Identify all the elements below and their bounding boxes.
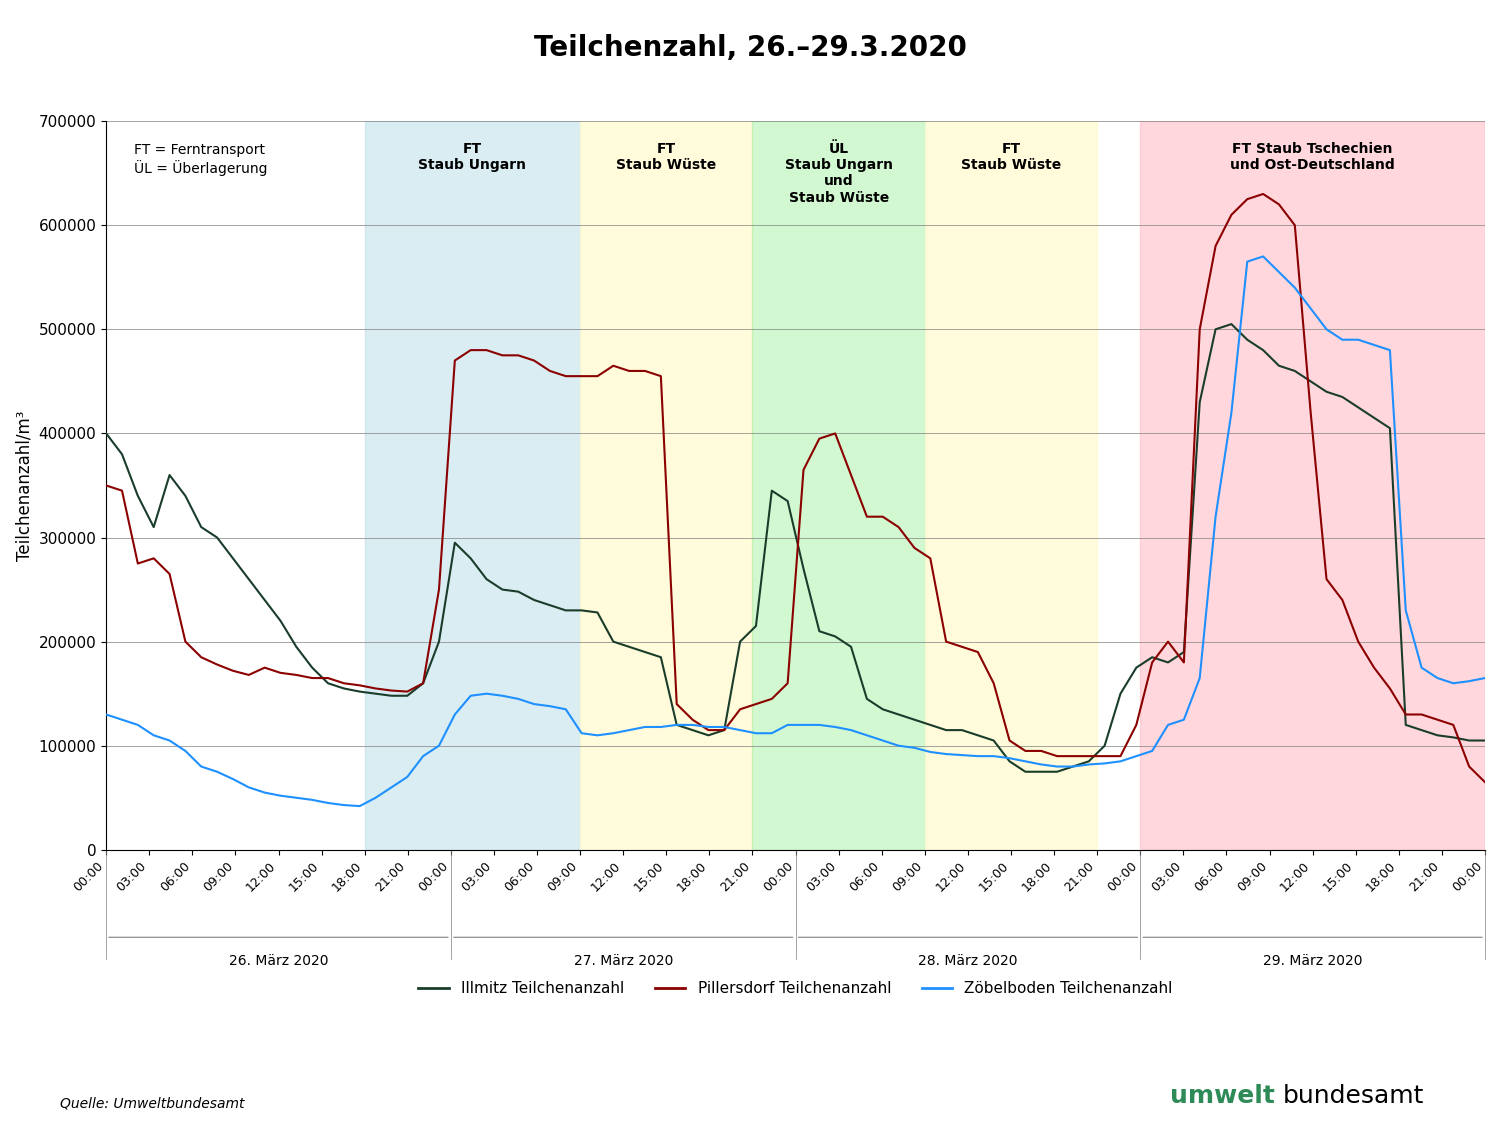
- Y-axis label: Teilchenanzahl/m³: Teilchenanzahl/m³: [15, 410, 33, 561]
- Text: FT = Ferntransport
ÜL = Überlagerung: FT = Ferntransport ÜL = Überlagerung: [134, 143, 267, 176]
- Text: FT
Staub Wüste: FT Staub Wüste: [962, 142, 1060, 172]
- Text: 26. März 2020: 26. März 2020: [230, 954, 328, 968]
- Bar: [364, 121, 580, 850]
- Text: Teilchenzahl, 26.–29.3.2020: Teilchenzahl, 26.–29.3.2020: [534, 34, 966, 63]
- Text: umwelt: umwelt: [1170, 1084, 1275, 1108]
- Bar: [580, 121, 753, 850]
- Text: 28. März 2020: 28. März 2020: [918, 954, 1017, 968]
- Text: Quelle: Umweltbundesamt: Quelle: Umweltbundesamt: [60, 1096, 244, 1111]
- Legend: Illmitz Teilchenanzahl, Pillersdorf Teilchenanzahl, Zöbelboden Teilchenanzahl: Illmitz Teilchenanzahl, Pillersdorf Teil…: [413, 975, 1179, 1003]
- Bar: [753, 121, 926, 850]
- Text: FT
Staub Wüste: FT Staub Wüste: [616, 142, 717, 172]
- Text: FT Staub Tschechien
und Ost-Deutschland: FT Staub Tschechien und Ost-Deutschland: [1230, 142, 1395, 172]
- Text: 29. März 2020: 29. März 2020: [1263, 954, 1362, 968]
- Text: FT
Staub Ungarn: FT Staub Ungarn: [419, 142, 526, 172]
- Text: ÜL
Staub Ungarn
und
Staub Wüste: ÜL Staub Ungarn und Staub Wüste: [784, 142, 892, 204]
- Text: 27. März 2020: 27. März 2020: [573, 954, 674, 968]
- Bar: [926, 121, 1096, 850]
- Bar: [1140, 121, 1485, 850]
- Text: bundesamt: bundesamt: [1282, 1084, 1424, 1108]
